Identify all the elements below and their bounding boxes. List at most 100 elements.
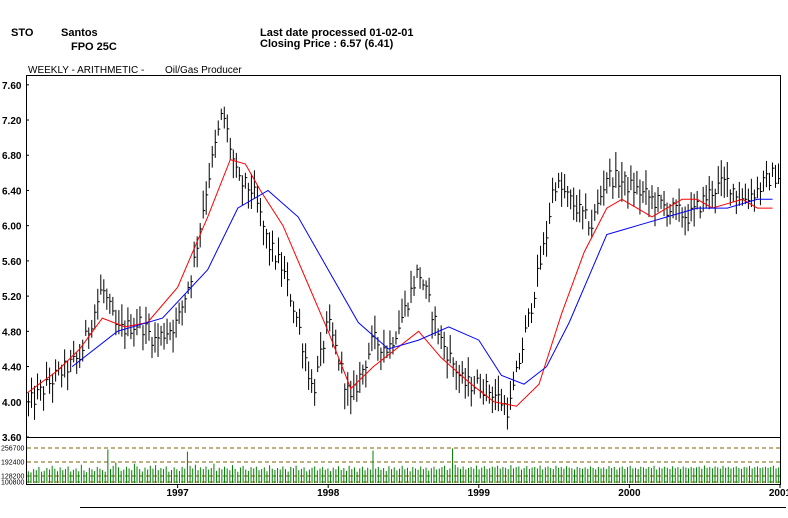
moving-average-short-line [26,158,773,407]
price-bar [166,318,170,344]
price-bar [425,280,429,299]
price-bar [546,220,549,257]
price-bar [687,204,691,232]
price-bar [714,188,718,214]
price-bar [723,166,727,198]
price-bar [506,397,510,430]
price-bar [512,371,516,391]
price-bar [326,311,329,334]
price-bar [693,193,697,227]
price-bar [567,185,570,207]
price-bar [431,311,435,339]
price-bar [552,177,555,204]
price-bar [774,164,778,188]
closing-price: Closing Price : 6.57 (6.41) [260,38,394,50]
y-tick-label: 5.60 [2,257,22,268]
price-bar [588,221,591,236]
price-bar [515,360,519,373]
price-bar [163,323,167,350]
price-bar [124,320,127,349]
price-bar [383,329,386,363]
price-bar [579,189,582,223]
x-tick-label: 1999 [468,488,491,499]
price-bar [311,369,314,393]
last-date-processed: Last date processed 01-02-01 [260,27,414,39]
price-bar [479,373,483,399]
price-bar [485,373,489,402]
price-bar [582,206,585,230]
price-bar [407,302,411,317]
price-bar [531,303,534,324]
price-bar [555,182,558,202]
price-bar [205,181,209,215]
price-bar [585,193,588,219]
price-bar [106,288,109,310]
price-bar [374,315,377,350]
y-tick-label: 6.40 [2,186,22,197]
price-bar [543,232,546,256]
price-bar [244,172,248,189]
ticker-symbol: STO [11,27,34,39]
price-bar [416,264,420,278]
price-bar [317,355,320,373]
price-bar [220,108,224,120]
price-bar [293,301,296,324]
price-bar [130,314,133,340]
price-bar [136,309,139,336]
price-bar [151,336,154,359]
price-bar [615,151,618,188]
price-bar [576,194,579,222]
price-bar [500,388,504,411]
price-bar [305,343,308,372]
price-bar [618,171,621,198]
price-bar [296,311,299,327]
price-bar [455,360,459,390]
price-bar [458,364,462,394]
security-type: FPO 25C [71,41,117,53]
price-bar [732,183,736,202]
price-bar [94,304,97,330]
price-bar [238,167,242,181]
price-bar [630,165,633,191]
price-bar [777,163,781,185]
price-bar [467,357,471,397]
y-tick-label: 6.80 [2,151,22,162]
price-bar [229,137,233,161]
price-bar [594,203,597,221]
price-bar [52,373,55,403]
price-bar [347,372,350,406]
price-bar [428,277,432,303]
price-bar [654,192,658,227]
price-bar [648,190,651,218]
y-tick-label: 5.20 [2,292,22,303]
price-bar [488,384,492,404]
price-bar [338,358,341,371]
price-bar [284,255,287,280]
price-bar [491,386,495,414]
price-bar [85,319,88,336]
price-bar [320,332,323,367]
price-bar [750,178,754,208]
price-bar [350,380,353,415]
price-bar [561,172,564,207]
price-bar [49,367,52,394]
price-bar [591,209,594,239]
price-bar [329,304,332,332]
price-bar [666,202,670,227]
price-bar [461,360,465,384]
moving-average-long-line [71,189,773,385]
price-bar [702,186,706,212]
price-bar [534,291,537,308]
price-bar [735,190,739,215]
price-bar [193,241,197,268]
price-bar [663,190,667,216]
plot-frame [26,75,781,485]
price-bar [771,162,775,177]
price-bar [97,288,100,320]
volume-tick-label: 128200 [1,474,24,481]
price-bar [413,275,417,296]
sector-label: Oil/Gas Producer [165,65,242,76]
price-bar [34,385,37,420]
y-tick-label: 4.40 [2,363,22,374]
